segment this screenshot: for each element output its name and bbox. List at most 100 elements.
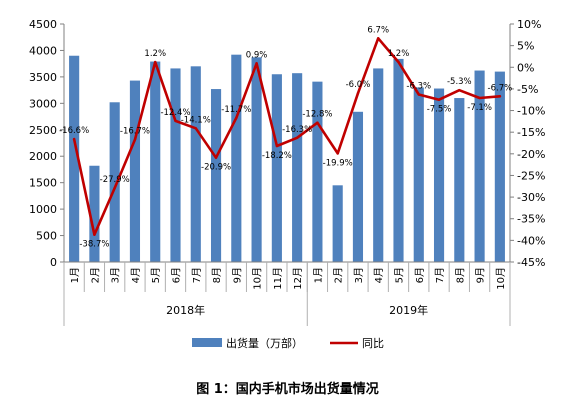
yoy-point	[93, 233, 96, 236]
yoy-data-label: -16.6%	[59, 126, 89, 136]
yoy-data-label: -6.0%	[346, 80, 371, 90]
x-category-label: 3月	[110, 267, 122, 283]
yoy-point	[214, 156, 218, 159]
shipment-bar	[292, 73, 303, 262]
yoy-data-label: -14.1%	[181, 115, 211, 125]
x-category-label: 2月	[89, 267, 101, 283]
shipment-bar	[170, 68, 181, 262]
shipment-bar	[190, 66, 201, 262]
yoy-point	[133, 138, 137, 141]
x-category-label: 7月	[434, 267, 446, 283]
left-tick-label: 3000	[29, 97, 57, 110]
shipment-bar	[89, 165, 100, 262]
x-category-label: 1月	[69, 267, 81, 283]
x-category-label: 8月	[211, 267, 223, 283]
right-tick-label: 0%	[517, 61, 534, 74]
bar-series	[69, 54, 505, 263]
right-tick-label: -40%	[517, 234, 545, 247]
shipment-bar	[494, 71, 505, 262]
x-category-label: 9月	[475, 267, 487, 283]
yoy-data-label: 1.2%	[388, 49, 410, 59]
shipment-bar	[231, 54, 242, 263]
shipment-bar	[433, 88, 445, 262]
left-tick-label: 0	[50, 256, 57, 269]
left-tick-label: 3500	[29, 71, 57, 84]
shipment-bar	[454, 98, 465, 263]
shipment-bar	[373, 68, 384, 262]
yoy-data-label: -12.8%	[302, 110, 332, 120]
shipment-bar	[109, 102, 120, 262]
yoy-point	[113, 186, 116, 190]
yoy-data-label: -16.3%	[282, 125, 312, 135]
yoy-point	[275, 144, 279, 148]
x-category-label: 6月	[171, 267, 183, 283]
x-category-label: 10月	[495, 267, 507, 290]
x-category-label: 9月	[231, 267, 243, 283]
yoy-data-label: -27.9%	[100, 175, 130, 185]
left-tick-label: 1500	[29, 177, 57, 190]
shipment-bar	[474, 70, 485, 262]
right-tick-label: -45%	[517, 256, 545, 269]
shipment-bar	[129, 80, 141, 262]
yoy-point	[356, 92, 360, 95]
figure-caption: 图 1：国内手机市场出货量情况	[196, 382, 379, 397]
x-category-label: 3月	[353, 267, 365, 283]
x-category-label: 1月	[312, 267, 324, 283]
right-axis: 10% 5% 0% -5% -10% -15% -20% -25% -30% -35% -40% -4…	[509, 18, 545, 269]
shipment-bar	[332, 185, 343, 262]
yoy-data-label: -11.7%	[221, 105, 251, 115]
yoy-point	[194, 127, 197, 130]
shipment-bar	[251, 57, 262, 262]
yoy-data-label: -5.3%	[447, 77, 472, 87]
x-axis: 1月 2月 3月 4月 5月 6月 7月 8月 9月 10月 11月 12月 1月 2月 3月 4月 5月 6月 7…	[63, 261, 511, 326]
right-tick-label: -20%	[517, 148, 545, 161]
x-category-label: 2月	[333, 267, 345, 283]
x-category-label: 6月	[414, 267, 426, 283]
yoy-data-label: -18.2%	[262, 151, 292, 161]
x-category-label: 7月	[191, 267, 203, 283]
legend-bar-swatch	[192, 338, 222, 347]
yoy-data-label: -6.3%	[406, 82, 431, 92]
right-tick-label: -25%	[517, 169, 545, 182]
right-tick-label: -15%	[517, 126, 545, 139]
left-tick-label: 4500	[29, 18, 57, 31]
x-category-label: 4月	[373, 267, 385, 283]
right-tick-label: -35%	[517, 213, 545, 226]
left-tick-label: 500	[36, 230, 57, 243]
yoy-data-label: -16.7%	[120, 127, 150, 137]
yoy-data-label: 0.9%	[246, 50, 268, 60]
yoy-point	[458, 89, 461, 92]
x-category-label: 5月	[394, 267, 406, 283]
shipment-bar	[393, 58, 404, 263]
x-category-label: 11月	[272, 267, 284, 290]
right-tick-label: 5%	[517, 40, 534, 53]
shipment-bar	[413, 87, 424, 262]
shipment-bar	[352, 111, 364, 262]
yoy-data-label: -7.5%	[427, 105, 452, 115]
yoy-data-label: -20.9%	[201, 163, 231, 173]
x-category-label: 12月	[292, 267, 304, 290]
yoy-data-label: -6.7%	[488, 83, 513, 93]
left-tick-label: 1000	[29, 203, 57, 216]
x-category-label: 4月	[130, 267, 142, 283]
yoy-data-label: -7.1%	[467, 103, 492, 113]
yoy-point	[377, 37, 380, 40]
yoy-data-label: 6.7%	[367, 25, 389, 35]
shipment-bar	[69, 55, 80, 262]
year-group-label: 2019年	[389, 303, 428, 317]
right-tick-label: -30%	[517, 191, 545, 204]
yoy-point	[72, 137, 76, 141]
left-tick-label: 2000	[29, 150, 57, 163]
yoy-point	[498, 95, 502, 98]
left-axis: 0 500 1000 1500 2000 2500 3000 3500 4000 4500	[29, 18, 65, 269]
yoy-point	[154, 60, 157, 64]
x-category-label: 10月	[252, 267, 264, 290]
left-tick-label: 4000	[29, 44, 57, 57]
shipment-bar	[210, 89, 222, 262]
yoy-point	[295, 136, 299, 140]
yoy-point	[255, 62, 258, 65]
shipment-bar	[271, 74, 282, 262]
legend-bar-label: 出货量（万部）	[226, 336, 303, 350]
